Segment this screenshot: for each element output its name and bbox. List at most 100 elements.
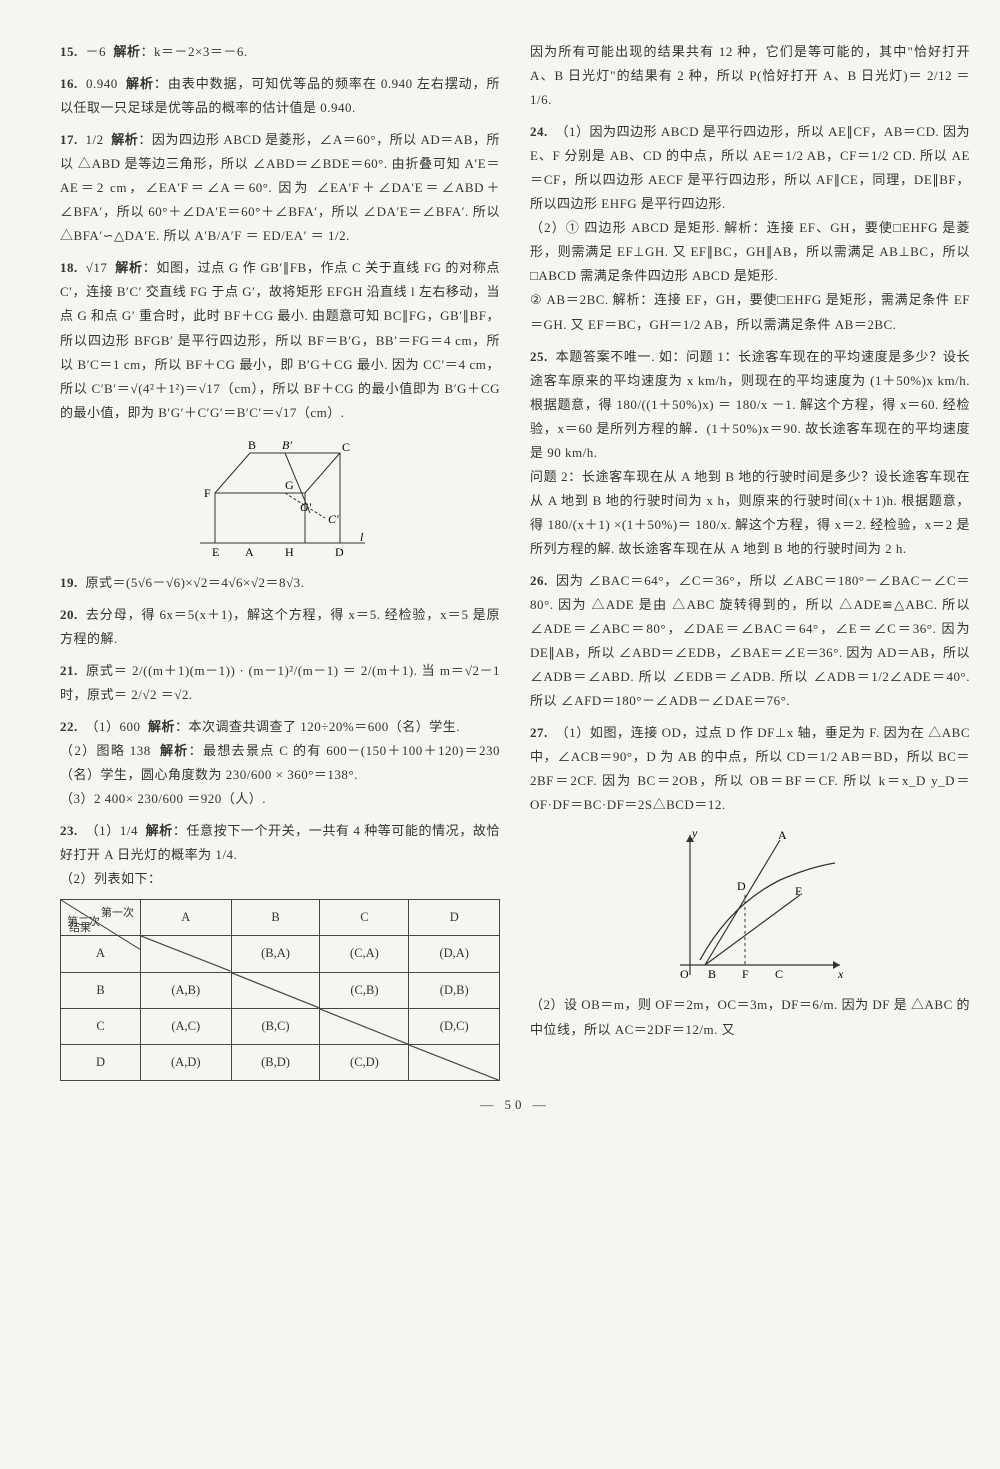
table-row: B (A,B) (C,B) (D,B) <box>61 972 500 1008</box>
question-26: 26. 因为 ∠BAC＝64°，∠C＝36°，所以 ∠ABC＝180°－∠BAC… <box>530 569 970 713</box>
question-21: 21. 原式＝ 2/((m＋1)(m－1)) · (m－1)²/(m－1) ＝ … <box>60 659 500 707</box>
q18-num: 18. <box>60 260 78 275</box>
q23-analysis-label: 解析 <box>146 823 173 838</box>
q17-analysis-label: 解析 <box>111 132 138 147</box>
label-Cp: C′ <box>328 512 339 526</box>
q22-p1: ：本次调查共调查了 120÷20%＝600（名）学生. <box>175 719 460 734</box>
q18-ans: √17 <box>86 260 108 275</box>
q21-num: 21. <box>60 663 78 678</box>
q23-p1-label: （1）1/4 <box>86 823 138 838</box>
row-label: B <box>61 972 141 1008</box>
col-C: C <box>320 900 409 936</box>
label-D: D <box>737 879 746 893</box>
label-D: D <box>335 545 344 559</box>
q25-text: 本题答案不唯一. 如：问题 1：长途客车现在的平均速度是多少？设长途客车原来的平… <box>530 349 970 460</box>
graph-diagram-q27: y x O A B C D E F <box>530 825 970 985</box>
question-23-cont: 因为所有可能出现的结果共有 12 种，它们是等可能的，其中"恰好打开 A、B 日… <box>530 40 970 112</box>
question-19: 19. 原式＝(5√6－√6)×√2＝4√6×√2＝8√3. <box>60 571 500 595</box>
col-D: D <box>409 900 500 936</box>
probability-table: 第一次 结果 第二次 A B C D A (B,A) (C,A) (D,A) <box>60 899 500 1081</box>
label-G: G <box>285 478 294 492</box>
diag-lower: 第二次 <box>67 912 100 932</box>
question-15: 15. －6 解析：k＝－2×3＝－6. <box>60 40 500 64</box>
q15-analysis-label: 解析 <box>114 44 141 59</box>
q17-analysis: ：因为四边形 ABCD 是菱形，∠A＝60°，所以 AD＝AB，所以 △ABD … <box>60 132 500 243</box>
label-C: C <box>775 967 783 981</box>
q17-num: 17. <box>60 132 78 147</box>
q16-ans: 0.940 <box>86 76 118 91</box>
label-Bp: B′ <box>282 438 292 452</box>
question-24: 24. （1）因为四边形 ABCD 是平行四边形，所以 AE∥CF，AB＝CD.… <box>530 120 970 336</box>
col-A: A <box>141 900 232 936</box>
cell: (A,D) <box>141 1044 232 1080</box>
label-A: A <box>245 545 254 559</box>
geometry-svg: B B′ C F G G′ C′ E A H D l <box>190 433 370 563</box>
q20-text: 去分母，得 6x＝5(x＋1)，解这个方程，得 x＝5. 经检验，x＝5 是原方… <box>60 607 500 646</box>
cell <box>409 1044 500 1080</box>
q18-analysis-label: 解析 <box>115 260 142 275</box>
q27-p2: （2）设 OB＝m，则 OF＝2m，OC＝3m，DF＝6/m. 因为 DF 是 … <box>530 997 970 1036</box>
question-20: 20. 去分母，得 6x＝5(x＋1)，解这个方程，得 x＝5. 经检验，x＝5… <box>60 603 500 651</box>
cell <box>320 1008 409 1044</box>
q19-num: 19. <box>60 575 78 590</box>
q26-text: 因为 ∠BAC＝64°，∠C＝36°，所以 ∠ABC＝180°－∠BAC－∠C＝… <box>530 573 970 708</box>
cell: (B,D) <box>231 1044 320 1080</box>
page-number: — 50 — <box>60 1097 970 1113</box>
question-18: 18. √17 解析：如图，过点 G 作 GB′∥FB，作点 C 关于直线 FG… <box>60 256 500 424</box>
q15-num: 15. <box>60 44 78 59</box>
q22-analysis-label: 解析 <box>148 719 175 734</box>
q25-text2: 问题 2：长途客车现在从 A 地到 B 地的行驶时间是多少？设长途客车现在从 A… <box>530 469 970 556</box>
axis-y: y <box>691 826 698 840</box>
label-F: F <box>204 486 211 500</box>
label-B: B <box>248 438 256 452</box>
q15-analysis: ：k＝－2×3＝－6. <box>141 44 248 59</box>
q18-analysis: ：如图，过点 G 作 GB′∥FB，作点 C 关于直线 FG 的对称点 C′，连… <box>60 260 500 419</box>
question-27-part2: （2）设 OB＝m，则 OF＝2m，OC＝3m，DF＝6/m. 因为 DF 是 … <box>530 993 970 1041</box>
q22-num: 22. <box>60 719 78 734</box>
q24-p1: （1）因为四边形 ABCD 是平行四边形，所以 AE∥CF，AB＝CD. 因为 … <box>530 124 970 211</box>
cell: (A,B) <box>141 972 232 1008</box>
col-B: B <box>231 900 320 936</box>
q15-ans: －6 <box>86 44 107 59</box>
q22-p1-label: （1）600 <box>86 719 141 734</box>
label-E2: E <box>795 884 802 898</box>
question-25: 25. 本题答案不唯一. 如：问题 1：长途客车现在的平均速度是多少？设长途客车… <box>530 345 970 561</box>
question-17: 17. 1/2 解析：因为四边形 ABCD 是菱形，∠A＝60°，所以 AD＝A… <box>60 128 500 248</box>
axis-x: x <box>837 967 844 981</box>
label-F2: F <box>742 967 749 981</box>
q24-p3: ② AB＝2BC. 解析：连接 EF，GH，要使□EHFG 是矩形，需满足条件 … <box>530 292 970 331</box>
cell: (D,B) <box>409 972 500 1008</box>
q27-num: 27. <box>530 725 548 740</box>
question-27: 27. （1）如图，连接 OD，过点 D 作 DF⊥x 轴，垂足为 F. 因为在… <box>530 721 970 817</box>
cell: (D,C) <box>409 1008 500 1044</box>
cell: (C,B) <box>320 972 409 1008</box>
question-23: 23. （1）1/4 解析：任意按下一个开关，一共有 4 种等可能的情况，故恰好… <box>60 819 500 891</box>
label-O: O <box>680 967 689 981</box>
right-column: 因为所有可能出现的结果共有 12 种，它们是等可能的，其中"恰好打开 A、B 日… <box>530 40 970 1081</box>
q24-p2: （2）① 四边形 ABCD 是矩形. 解析：连接 EF、GH，要使□EHFG 是… <box>530 220 970 283</box>
geometry-diagram-q18: B B′ C F G G′ C′ E A H D l <box>60 433 500 563</box>
label-Gp: G′ <box>300 500 312 514</box>
label-H: H <box>285 545 294 559</box>
q22-p2-label: （2）图略 138 <box>60 743 151 758</box>
label-B: B <box>708 967 716 981</box>
table-header-diag: 第一次 结果 第二次 <box>61 900 141 936</box>
question-16: 16. 0.940 解析：由表中数据，可知优等品的频率在 0.940 左右摆动，… <box>60 72 500 120</box>
q23-cont: 因为所有可能出现的结果共有 12 种，它们是等可能的，其中"恰好打开 A、B 日… <box>530 44 970 107</box>
q17-ans: 1/2 <box>86 132 104 147</box>
cell <box>231 972 320 1008</box>
q16-num: 16. <box>60 76 78 91</box>
question-22: 22. （1）600 解析：本次调查共调查了 120÷20%＝600（名）学生.… <box>60 715 500 811</box>
cell: (D,A) <box>409 936 500 972</box>
label-E: E <box>212 545 219 559</box>
q23-p2: （2）列表如下： <box>60 871 162 886</box>
row-label: C <box>61 1008 141 1044</box>
q23-num: 23. <box>60 823 78 838</box>
row-label: D <box>61 1044 141 1080</box>
table-row: D (A,D) (B,D) (C,D) <box>61 1044 500 1080</box>
q22-analysis-label2: 解析 <box>160 743 189 758</box>
q16-analysis-label: 解析 <box>126 76 154 91</box>
q26-num: 26. <box>530 573 548 588</box>
cell: (B,A) <box>231 936 320 972</box>
q27-p1: （1）如图，连接 OD，过点 D 作 DF⊥x 轴，垂足为 F. 因为在 △AB… <box>530 725 970 812</box>
